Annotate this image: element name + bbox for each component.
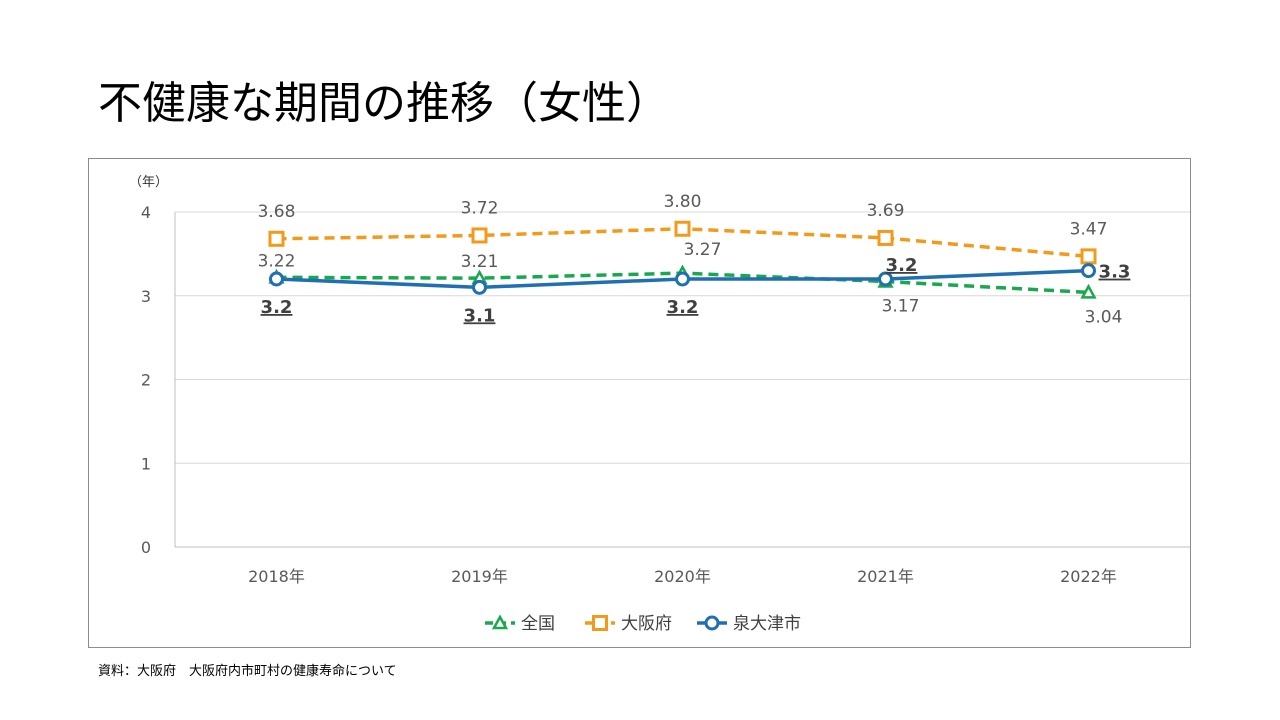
series-2-data-label: 3.69	[867, 201, 905, 221]
x-tick-label: 2021年	[857, 567, 914, 586]
series-1-data-label: 3.17	[882, 297, 920, 317]
series-2-marker	[268, 230, 285, 247]
x-tick-label: 2022年	[1060, 567, 1117, 586]
series-3-data-label: 3.1	[464, 305, 496, 326]
series-3-marker	[269, 271, 284, 287]
series-3-data-label: 3.3	[1099, 262, 1131, 283]
series-1-marker	[1080, 283, 1097, 299]
source-note: 資料：大阪府 大阪府内市町村の健康寿命について	[98, 664, 397, 679]
y-unit-label: （年）	[129, 175, 168, 190]
series-2-data-label: 3.72	[461, 198, 499, 218]
series-2-marker	[877, 229, 894, 246]
line-chart: （年） 0 1 2 3 4 2018年 2019年 2020年 2021年 2022年 3.22 3.…	[129, 175, 1190, 634]
legend-entry: 全国	[521, 614, 555, 634]
series-3-data-label: 3.2	[886, 255, 918, 276]
series-3-data-label: 3.2	[667, 297, 699, 318]
legend-entry: 泉大津市	[733, 614, 801, 634]
y-tick-label: 4	[141, 203, 151, 222]
series-3-marker	[878, 271, 893, 287]
series-3-marker	[1081, 263, 1096, 279]
series-2-data-label: 3.68	[258, 202, 296, 222]
x-tick-label: 2018年	[248, 567, 305, 586]
series-2-marker	[674, 220, 691, 237]
series-3-marker	[704, 615, 720, 631]
y-tick-label: 0	[141, 538, 151, 557]
y-tick-label: 3	[141, 287, 151, 306]
series-2-data-label: 3.47	[1070, 219, 1108, 239]
series-3-marker	[675, 271, 690, 287]
series-1-data-label: 3.27	[684, 240, 722, 260]
x-tick-label: 2020年	[654, 567, 711, 586]
series-2-marker	[592, 615, 608, 631]
series-1-data-label: 3.21	[461, 252, 499, 272]
x-tick-label: 2019年	[451, 567, 508, 586]
page-title: 不健康な期間の推移（女性）	[98, 78, 670, 129]
series-3-marker	[472, 279, 487, 295]
legend-entry: 大阪府	[621, 614, 672, 634]
series-2-marker	[1080, 248, 1097, 265]
series-2-marker	[471, 227, 488, 244]
series-3-data-label: 3.2	[261, 297, 293, 318]
series-1-data-label: 3.04	[1085, 307, 1123, 327]
y-tick-label: 2	[141, 371, 151, 390]
chart-frame: （年） 0 1 2 3 4 2018年 2019年 2020年 2021年 2022年 3.22 3.…	[88, 158, 1191, 648]
series-2-data-label: 3.80	[664, 192, 702, 212]
series-1-marker	[491, 614, 509, 630]
y-tick-label: 1	[141, 454, 151, 473]
series-1-data-label: 3.22	[258, 251, 296, 271]
